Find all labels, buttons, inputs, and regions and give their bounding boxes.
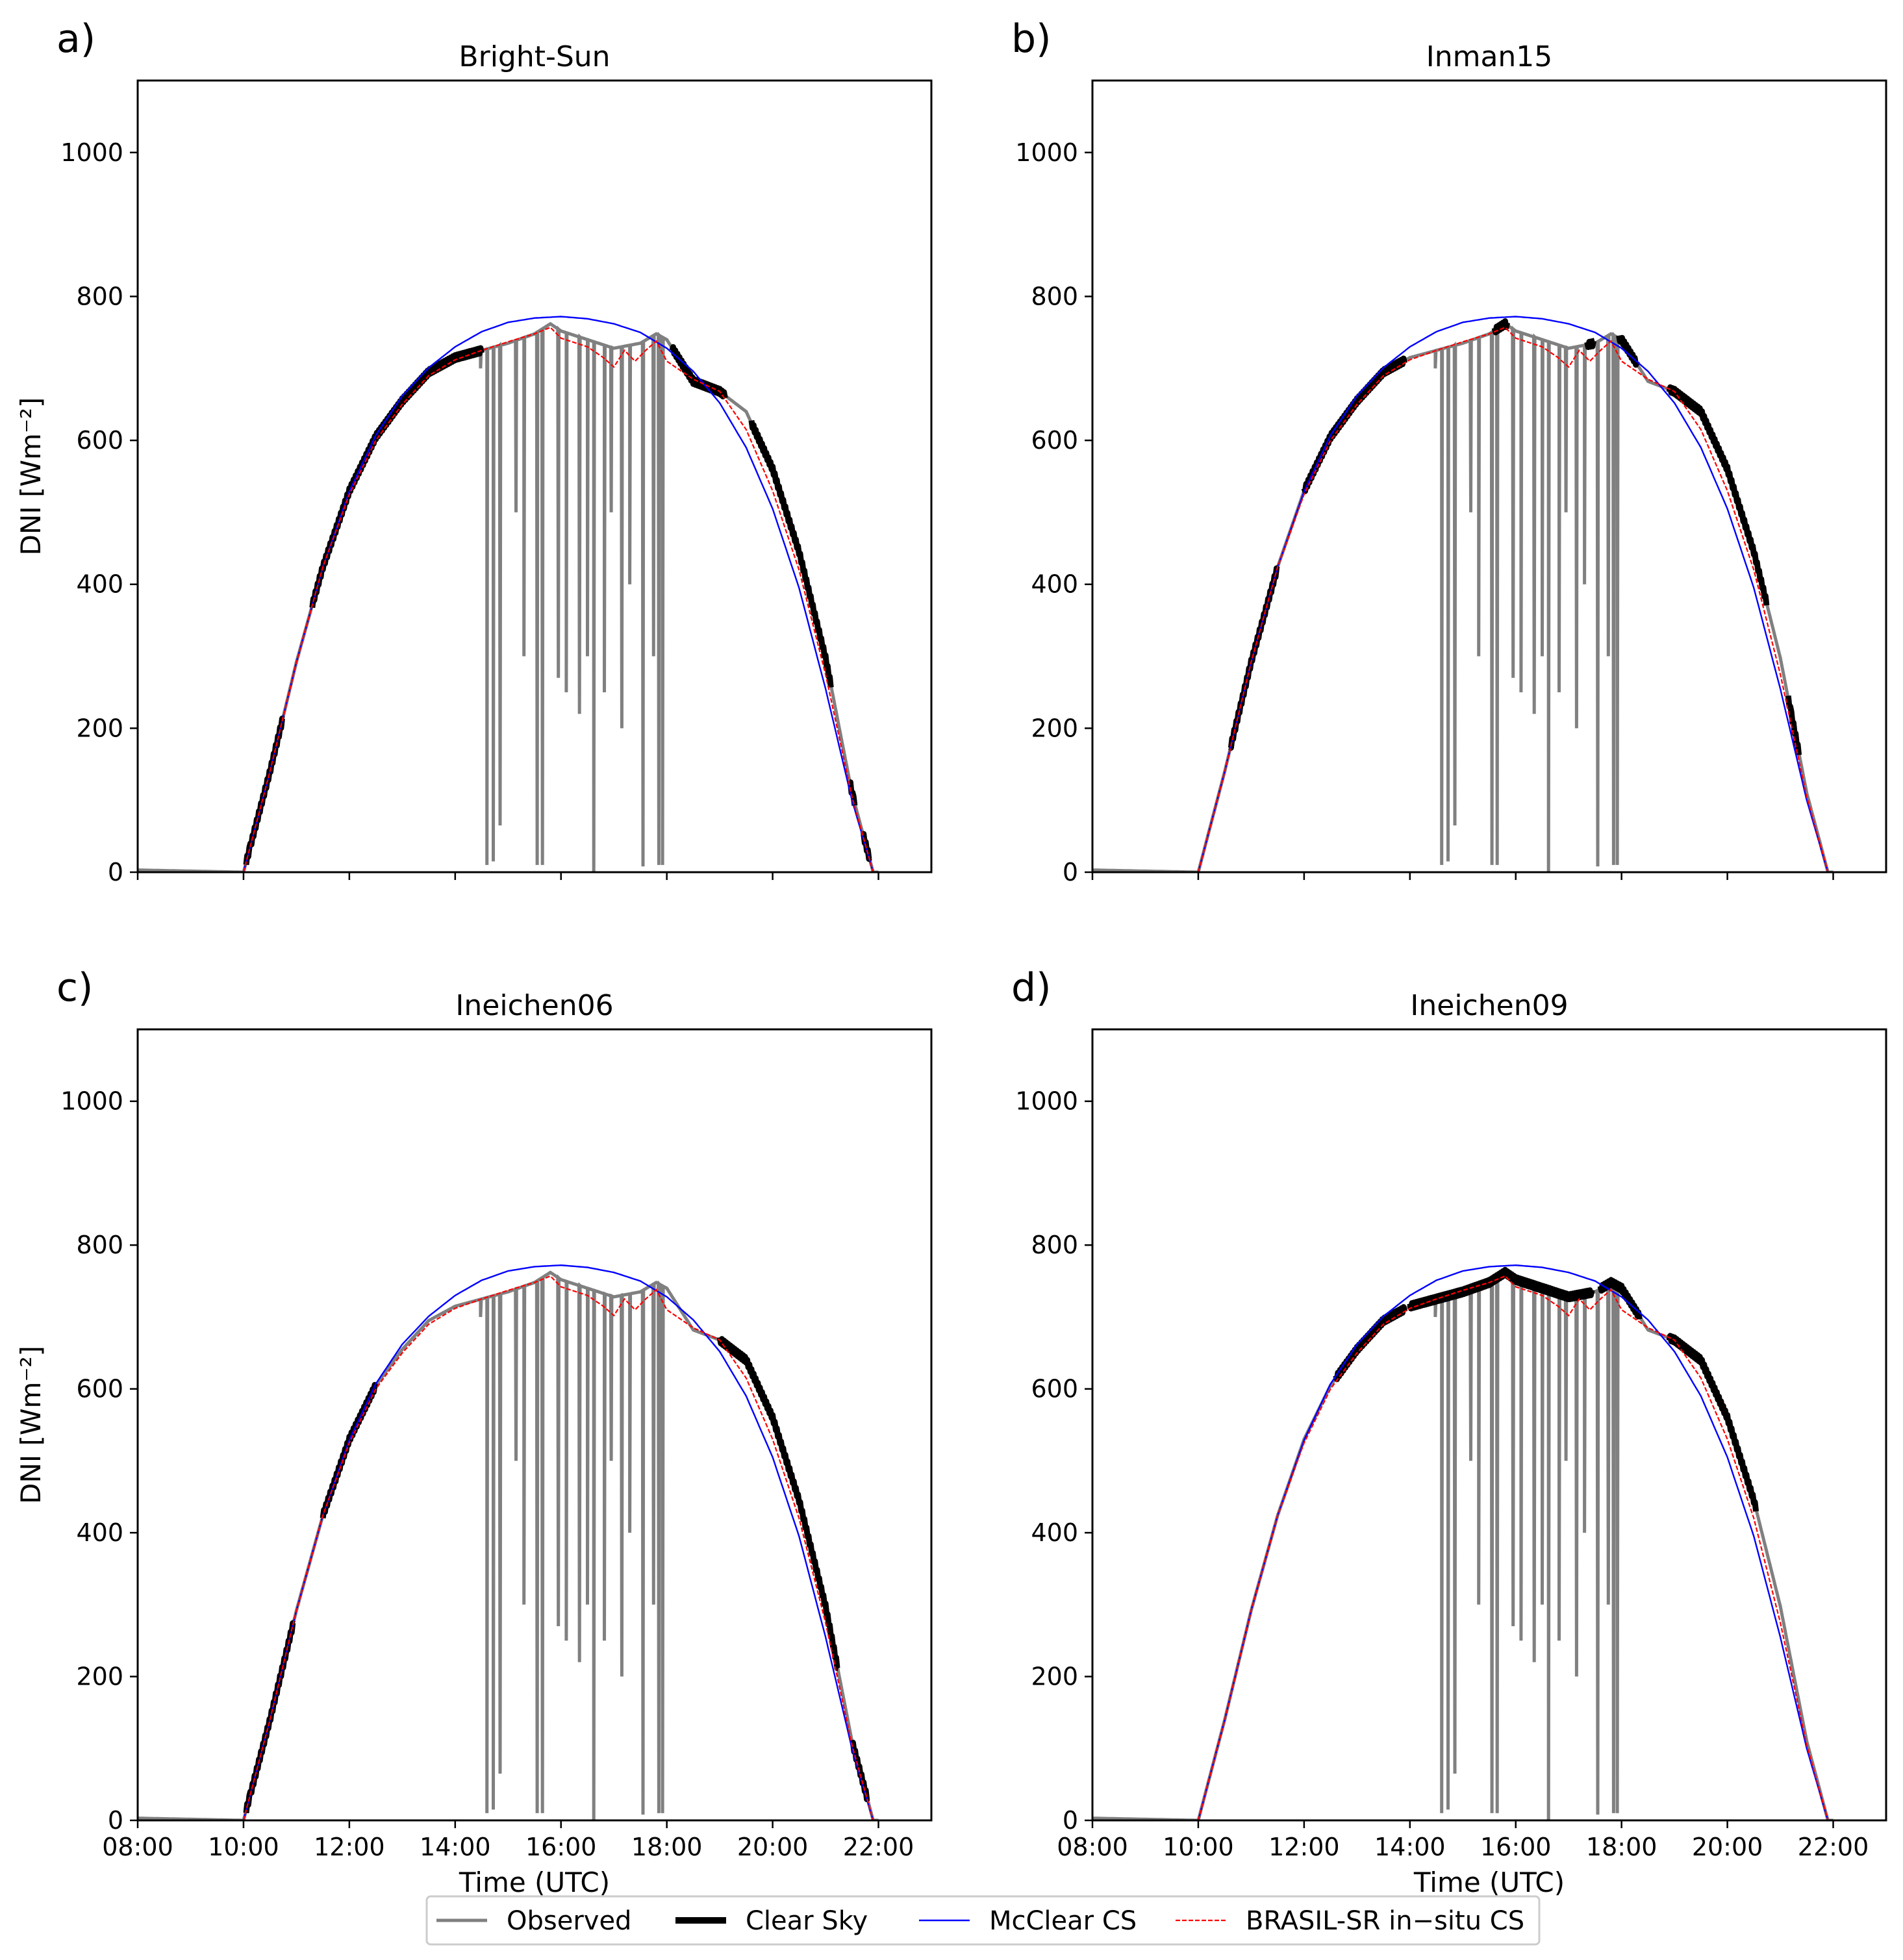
clear-sky-segment [1584, 338, 1596, 350]
panel-title: Bright-Sun [459, 40, 610, 73]
axes-frame [1091, 79, 1887, 873]
y-tick-label: 0 [1063, 858, 1078, 886]
x-tick-label: 20:00 [737, 1833, 809, 1861]
y-axis-label: DNI [Wm⁻²] [15, 1346, 47, 1504]
panel-title: Ineichen09 [1410, 989, 1568, 1022]
clear-sky-segment [1301, 355, 1408, 494]
clear-sky-segment [309, 345, 485, 609]
y-tick-label: 0 [1063, 1806, 1078, 1835]
x-tick-label: 18:00 [631, 1833, 703, 1861]
y-tick-label: 800 [1031, 1231, 1078, 1259]
x-axis-label: Time (UTC) [459, 1866, 610, 1898]
brasil-sr-line [242, 1275, 874, 1820]
y-tick-label: 400 [76, 570, 123, 599]
panel-title: Ineichen06 [455, 989, 613, 1022]
x-tick-label: 16:00 [525, 1833, 597, 1861]
y-tick-label: 400 [76, 1518, 123, 1547]
clear-sky-segment [1597, 1277, 1643, 1320]
axes-frame [136, 1028, 933, 1822]
legend-label: Observed [507, 1906, 631, 1936]
clear-sky-segment [320, 1381, 379, 1519]
x-tick-label: 22:00 [1798, 1833, 1869, 1861]
plot-area [138, 316, 879, 872]
mcclear-line [242, 316, 874, 872]
panel-a: 0 200 400 600 800 1000 Bright-Sun a) DNI [Wm⁻²] [15, 16, 933, 886]
y-tick-label: 200 [1031, 714, 1078, 742]
x-tick-label: 10:00 [208, 1833, 279, 1861]
axes-frame [1091, 1028, 1887, 1822]
y-tick-label: 600 [1031, 1375, 1078, 1403]
y-tick-label: 800 [76, 1231, 123, 1259]
plot-area [1092, 1264, 1834, 1820]
y-tick-label: 1000 [60, 1087, 123, 1116]
mcclear-line [1197, 1264, 1829, 1820]
brasil-sr-line [1197, 1275, 1829, 1820]
clear-sky-segment [1666, 384, 1770, 606]
legend: Observed Clear Sky McClear CS BRASIL-SR in−… [425, 1895, 1541, 1946]
clear-sky-segment [1333, 1304, 1408, 1383]
clear-sky-segment [669, 344, 728, 399]
y-tick-label: 600 [1031, 426, 1078, 455]
x-tick-label: 22:00 [843, 1833, 914, 1861]
observed-line [138, 1270, 879, 1820]
x-axis-label: Time (UTC) [1413, 1866, 1565, 1898]
plot-area [138, 1264, 879, 1820]
y-tick-label: 200 [76, 1663, 123, 1691]
clear-sky-segment [716, 1336, 840, 1672]
clear-sky-segment [847, 779, 858, 806]
brasil-sr-line [1197, 326, 1829, 872]
y-tick-label: 600 [76, 1375, 123, 1403]
plot-area [1092, 316, 1834, 872]
panel-b: 0 200 400 600 800 1000 Inman15 b) [1011, 16, 1887, 886]
observed-line [1092, 321, 1834, 872]
legend-label: BRASIL-SR in−situ CS [1246, 1906, 1524, 1936]
legend-label: Clear Sky [746, 1906, 868, 1936]
panel-letter: a) [57, 16, 95, 62]
x-tick-label: 18:00 [1586, 1833, 1657, 1861]
panel-letter: d) [1011, 965, 1052, 1011]
y-tick-label: 0 [108, 1806, 123, 1835]
y-tick-label: 1000 [1015, 138, 1078, 167]
x-tick-label: 20:00 [1692, 1833, 1763, 1861]
panel-c: 0 200 400 600 800 1000 08:00 10:00 12:00 14:00 16:… [15, 965, 933, 1898]
mcclear-line [1197, 316, 1829, 872]
y-tick-label: 200 [76, 714, 123, 742]
panel-title: Inman15 [1426, 40, 1553, 73]
y-tick-label: 400 [1031, 1518, 1078, 1547]
axes-frame [136, 79, 933, 873]
observed-line [1092, 1270, 1834, 1820]
observed-line [138, 321, 879, 872]
y-tick-label: 800 [76, 282, 123, 310]
y-axis-label: DNI [Wm⁻²] [15, 397, 47, 556]
y-tick-label: 800 [1031, 282, 1078, 310]
mcclear-line [242, 1264, 874, 1820]
clear-sky-segment [748, 420, 834, 688]
x-tick-label: 16:00 [1480, 1833, 1552, 1861]
x-tick-label: 14:00 [1374, 1833, 1446, 1861]
y-tick-label: 200 [1031, 1663, 1078, 1691]
clear-sky-segment [1407, 1266, 1595, 1312]
legend-label: McClear CS [989, 1906, 1137, 1936]
clear-sky-segment [1616, 334, 1640, 368]
clear-sky-segment [1666, 1333, 1759, 1512]
y-tick-label: 400 [1031, 570, 1078, 599]
y-tick-label: 0 [108, 858, 123, 886]
x-tick-label: 08:00 [1057, 1833, 1128, 1861]
y-tick-label: 1000 [60, 138, 123, 167]
panel-d: 0 200 400 600 800 1000 08:00 10:00 12:00 14:00 16:… [1011, 965, 1887, 1898]
x-tick-label: 12:00 [314, 1833, 385, 1861]
panel-letter: b) [1011, 16, 1052, 62]
panel-letter: c) [57, 965, 93, 1011]
clear-sky-segment [1785, 695, 1802, 756]
y-tick-label: 1000 [1015, 1087, 1078, 1116]
x-tick-label: 08:00 [102, 1833, 173, 1861]
x-tick-label: 12:00 [1268, 1833, 1340, 1861]
x-tick-label: 14:00 [420, 1833, 491, 1861]
x-tick-label: 10:00 [1163, 1833, 1234, 1861]
brasil-sr-line [242, 326, 874, 872]
y-tick-label: 600 [76, 426, 123, 455]
clear-sky-segment [1491, 318, 1511, 336]
legend-box [425, 1895, 1541, 1946]
